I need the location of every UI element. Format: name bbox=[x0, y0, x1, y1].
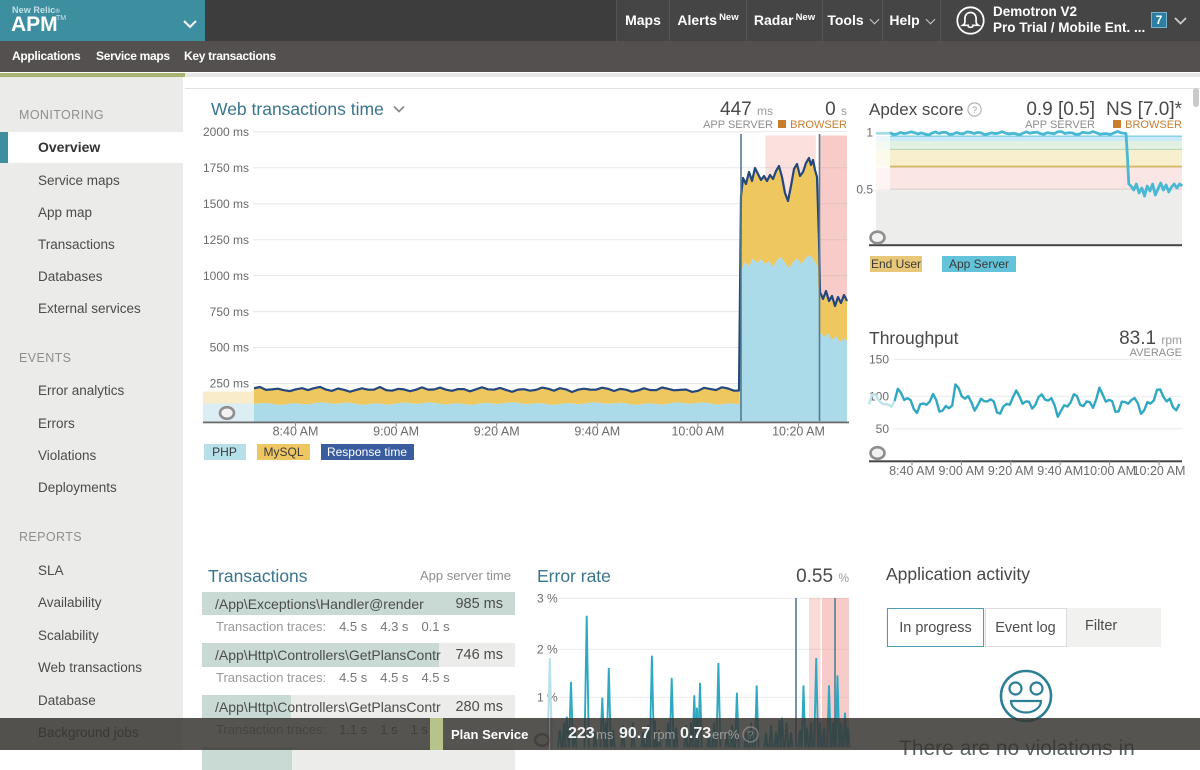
svg-text:1750 ms: 1750 ms bbox=[203, 161, 249, 175]
svg-text:1: 1 bbox=[866, 126, 873, 140]
svg-text:10:00 AM: 10:00 AM bbox=[1083, 464, 1136, 478]
svg-text:10:20 AM: 10:20 AM bbox=[772, 425, 825, 439]
svg-text:1500 ms: 1500 ms bbox=[203, 197, 249, 211]
svg-text:8:40 AM: 8:40 AM bbox=[273, 425, 319, 439]
svg-text:750 ms: 750 ms bbox=[210, 305, 249, 319]
svg-text:9:00 AM: 9:00 AM bbox=[938, 464, 984, 478]
svg-text:9:20 AM: 9:20 AM bbox=[474, 425, 520, 439]
svg-text:8:40 AM: 8:40 AM bbox=[889, 464, 935, 478]
svg-text:9:20 AM: 9:20 AM bbox=[988, 464, 1034, 478]
svg-text:10:20 AM: 10:20 AM bbox=[1133, 464, 1186, 478]
svg-text:10:00 AM: 10:00 AM bbox=[671, 425, 724, 439]
svg-text:1000 ms: 1000 ms bbox=[203, 269, 249, 283]
svg-text:2000 ms: 2000 ms bbox=[203, 125, 249, 139]
svg-text:3 %: 3 % bbox=[537, 591, 558, 605]
svg-text:0.5: 0.5 bbox=[856, 183, 873, 197]
svg-text:50: 50 bbox=[876, 422, 890, 436]
svg-text:9:40 AM: 9:40 AM bbox=[574, 425, 620, 439]
svg-text:9:00 AM: 9:00 AM bbox=[373, 425, 419, 439]
svg-text:?: ? bbox=[972, 105, 977, 116]
svg-text:150: 150 bbox=[869, 353, 889, 367]
svg-text:1 %: 1 % bbox=[537, 691, 558, 705]
svg-text:100: 100 bbox=[869, 390, 889, 404]
svg-text:250 ms: 250 ms bbox=[210, 377, 249, 391]
svg-text:2 %: 2 % bbox=[537, 642, 558, 656]
svg-text:1250 ms: 1250 ms bbox=[203, 233, 249, 247]
svg-text:9:40 AM: 9:40 AM bbox=[1037, 464, 1083, 478]
svg-text:?: ? bbox=[747, 729, 753, 741]
svg-text:500 ms: 500 ms bbox=[210, 341, 249, 355]
